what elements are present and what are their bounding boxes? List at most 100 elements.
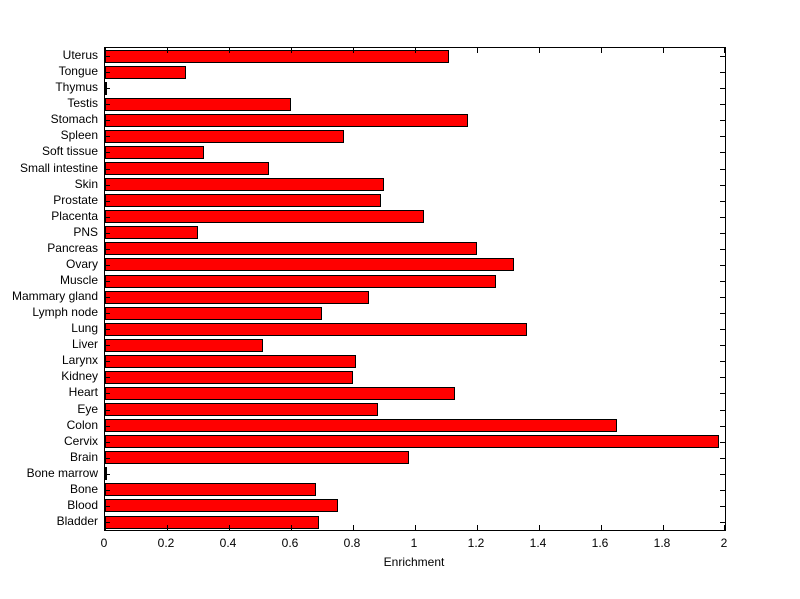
y-tick-mark [105, 345, 110, 346]
x-axis-label: Enrichment [383, 555, 445, 569]
y-tick-mark [105, 490, 110, 491]
bar [105, 178, 384, 191]
bar [105, 242, 477, 255]
y-tick-label: Blood [67, 498, 98, 512]
y-tick-mark [105, 201, 110, 202]
y-tick-label: Testis [67, 96, 98, 110]
y-tick-mark [720, 393, 725, 394]
bar [105, 435, 719, 448]
y-tick-mark [720, 72, 725, 73]
y-tick-mark [105, 313, 110, 314]
y-tick-mark [720, 490, 725, 491]
y-tick-mark [105, 281, 110, 282]
x-tick-mark [724, 48, 725, 53]
y-tick-mark [105, 506, 110, 507]
y-tick-mark [720, 265, 725, 266]
x-tick-mark [229, 525, 230, 530]
y-tick-label: Small intestine [19, 161, 98, 175]
y-tick-mark [720, 249, 725, 250]
bar [105, 162, 269, 175]
y-tick-mark [105, 377, 110, 378]
x-tick-mark [105, 48, 106, 53]
plot-area [104, 47, 726, 531]
x-tick-label: 0.2 [157, 536, 175, 550]
x-tick-mark [539, 48, 540, 53]
x-tick-mark [167, 525, 168, 530]
y-tick-label: Placenta [51, 209, 98, 223]
bar [105, 323, 527, 336]
y-tick-label: Uterus [62, 48, 98, 62]
bar [105, 307, 322, 320]
x-tick-mark [663, 48, 664, 53]
bar [105, 114, 468, 127]
y-tick-label: Bone marrow [26, 466, 98, 480]
x-tick-mark [477, 525, 478, 530]
y-tick-mark [720, 345, 725, 346]
x-tick-label: 1.4 [529, 536, 547, 550]
y-tick-mark [720, 56, 725, 57]
y-tick-label: Cervix [63, 434, 98, 448]
x-tick-label: 0.4 [219, 536, 237, 550]
x-tick-mark [353, 48, 354, 53]
bar [105, 387, 455, 400]
x-tick-mark [663, 525, 664, 530]
x-tick-label: 0 [100, 536, 108, 550]
y-tick-label: Kidney [61, 369, 98, 383]
y-tick-mark [105, 152, 110, 153]
bar [105, 451, 409, 464]
x-tick-label: 1 [410, 536, 418, 550]
y-tick-label: Mammary gland [11, 289, 98, 303]
y-tick-mark [105, 185, 110, 186]
y-tick-label: Spleen [60, 128, 98, 142]
y-tick-label: PNS [73, 225, 98, 239]
y-tick-label: Colon [66, 418, 98, 432]
x-tick-mark [105, 525, 106, 530]
y-tick-label: Eye [77, 402, 98, 416]
y-tick-mark [720, 329, 725, 330]
y-tick-mark [720, 361, 725, 362]
y-tick-mark [105, 265, 110, 266]
x-tick-mark [291, 48, 292, 53]
y-tick-mark [105, 297, 110, 298]
y-tick-mark [105, 217, 110, 218]
bar [105, 50, 449, 63]
bar [105, 499, 338, 512]
y-tick-label: Liver [71, 337, 98, 351]
y-tick-mark [105, 410, 110, 411]
x-tick-label: 0.8 [343, 536, 361, 550]
x-tick-mark [167, 48, 168, 53]
y-tick-mark [720, 506, 725, 507]
bar [105, 419, 617, 432]
y-tick-mark [720, 313, 725, 314]
x-tick-label: 2 [720, 536, 728, 550]
y-tick-mark [720, 120, 725, 121]
y-tick-label: Bone [69, 482, 98, 496]
y-tick-label: Bladder [56, 514, 98, 528]
y-tick-label: Skin [74, 177, 98, 191]
x-tick-mark [724, 525, 725, 530]
y-tick-mark [105, 88, 110, 89]
y-tick-label: Prostate [53, 193, 98, 207]
y-tick-mark [105, 249, 110, 250]
y-tick-label: Lung [71, 321, 98, 335]
y-tick-mark [105, 136, 110, 137]
y-tick-mark [105, 56, 110, 57]
x-tick-mark [415, 48, 416, 53]
bar [105, 130, 344, 143]
y-tick-mark [720, 104, 725, 105]
y-tick-mark [720, 281, 725, 282]
y-tick-label: Larynx [61, 353, 98, 367]
y-tick-mark [720, 297, 725, 298]
bar [105, 226, 198, 239]
y-tick-mark [720, 88, 725, 89]
y-tick-label: Tongue [58, 64, 98, 78]
y-tick-mark [720, 458, 725, 459]
bar [105, 516, 319, 529]
y-tick-mark [720, 185, 725, 186]
bar [105, 258, 514, 271]
y-tick-mark [720, 201, 725, 202]
x-tick-label: 1.8 [653, 536, 671, 550]
y-tick-mark [720, 152, 725, 153]
x-tick-mark [477, 48, 478, 53]
y-tick-mark [105, 442, 110, 443]
